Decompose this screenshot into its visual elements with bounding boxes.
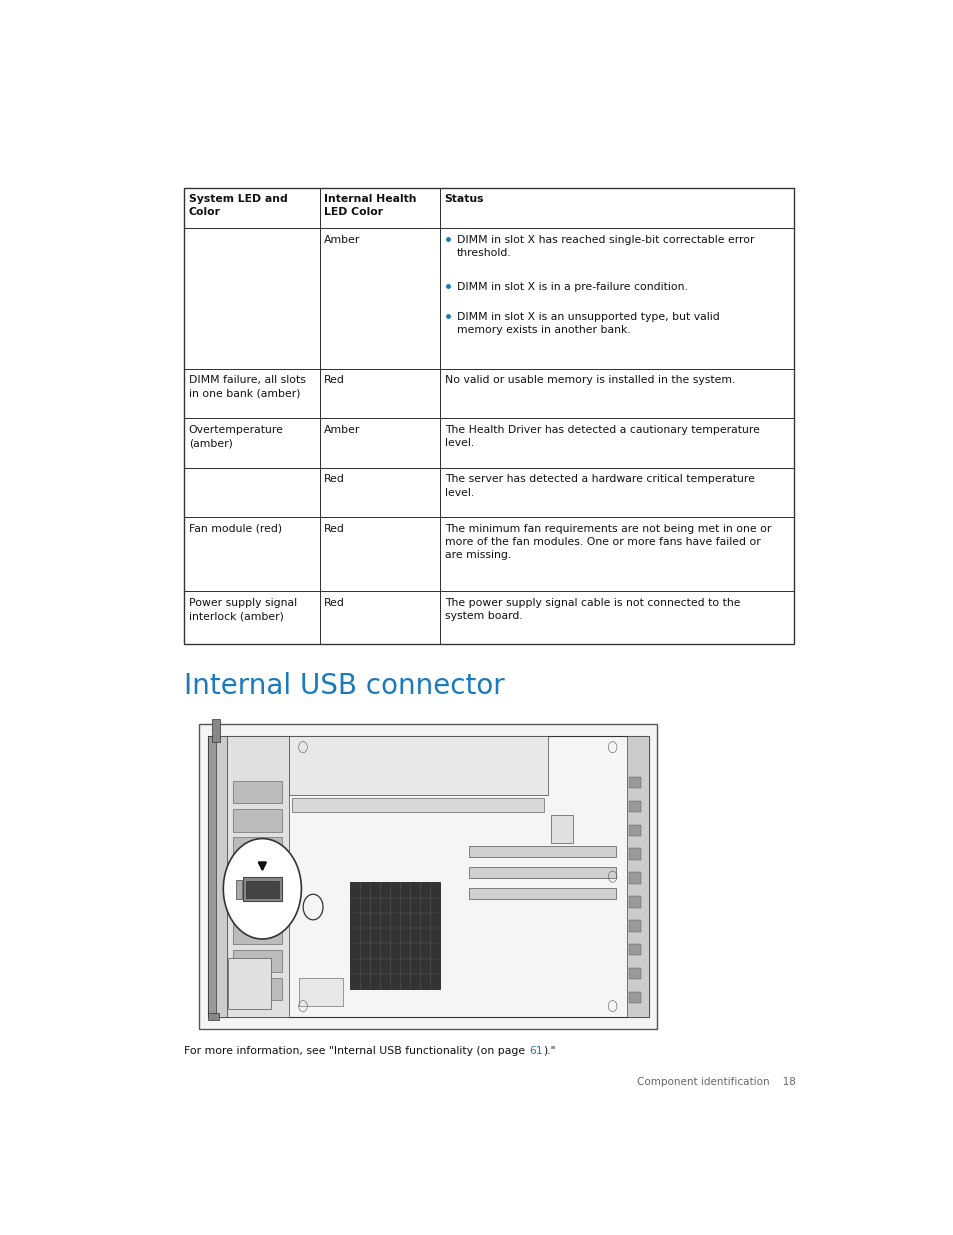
Bar — [184, 517, 319, 592]
Bar — [628, 992, 640, 1003]
Text: Component identification    18: Component identification 18 — [637, 1077, 795, 1087]
Bar — [319, 188, 439, 228]
Bar — [551, 815, 573, 842]
Text: Fan module (red): Fan module (red) — [189, 524, 281, 534]
Bar — [468, 888, 616, 899]
Bar — [319, 228, 439, 369]
Bar — [184, 188, 319, 228]
Text: DIMM in slot X is an unsupported type, but valid
memory exists in another bank.: DIMM in slot X is an unsupported type, b… — [456, 311, 720, 335]
Bar — [184, 592, 319, 643]
Bar — [184, 468, 319, 517]
Bar — [319, 419, 439, 468]
Bar — [439, 188, 793, 228]
Text: The server has detected a hardware critical temperature
level.: The server has detected a hardware criti… — [444, 474, 754, 498]
Bar — [319, 468, 439, 517]
Bar — [468, 867, 616, 878]
Text: DIMM in slot X has reached single-bit correctable error
threshold.: DIMM in slot X has reached single-bit co… — [456, 235, 754, 258]
Text: Amber: Amber — [324, 235, 360, 245]
Bar — [208, 736, 215, 1018]
Bar — [233, 809, 282, 831]
Bar — [468, 846, 616, 857]
Text: Overtemperature
(amber): Overtemperature (amber) — [189, 425, 283, 448]
Text: Internal Health
LED Color: Internal Health LED Color — [324, 194, 416, 217]
Bar — [439, 369, 793, 419]
Bar — [628, 825, 640, 836]
Text: Internal USB connector: Internal USB connector — [184, 672, 504, 700]
Bar — [319, 369, 439, 419]
Bar — [208, 1013, 219, 1020]
Text: DIMM failure, all slots
in one bank (amber): DIMM failure, all slots in one bank (amb… — [189, 375, 305, 399]
Bar — [233, 781, 282, 804]
Text: No valid or usable memory is installed in the system.: No valid or usable memory is installed i… — [444, 375, 734, 385]
Bar — [215, 736, 227, 1018]
Text: Red: Red — [324, 524, 345, 534]
Bar — [628, 800, 640, 811]
Bar — [628, 872, 640, 884]
Text: Red: Red — [324, 375, 345, 385]
Bar — [235, 879, 242, 899]
Bar — [184, 188, 793, 643]
Bar — [319, 592, 439, 643]
Circle shape — [223, 839, 301, 939]
Bar — [628, 897, 640, 908]
Bar — [233, 921, 282, 945]
Bar — [628, 777, 640, 788]
Bar — [233, 950, 282, 972]
Text: The minimum fan requirements are not being met in one or
more of the fan modules: The minimum fan requirements are not bei… — [444, 524, 770, 561]
Bar — [626, 736, 648, 1018]
Bar — [233, 837, 282, 860]
Bar — [289, 736, 547, 795]
Bar — [233, 866, 282, 888]
Bar — [439, 517, 793, 592]
Text: System LED and
Color: System LED and Color — [189, 194, 287, 217]
Bar — [243, 877, 281, 902]
Text: Red: Red — [324, 474, 345, 484]
Bar — [299, 978, 342, 1007]
Bar — [213, 719, 220, 741]
Bar — [319, 517, 439, 592]
Text: DIMM in slot X is in a pre-failure condition.: DIMM in slot X is in a pre-failure condi… — [456, 283, 687, 293]
Bar — [233, 978, 282, 1000]
Bar — [246, 881, 278, 898]
Bar — [439, 468, 793, 517]
Bar — [292, 798, 543, 811]
Bar — [439, 419, 793, 468]
Bar — [208, 736, 648, 1018]
Bar — [184, 419, 319, 468]
Text: Status: Status — [444, 194, 483, 204]
Bar — [184, 369, 319, 419]
Bar — [233, 893, 282, 916]
Text: Amber: Amber — [324, 425, 360, 435]
Bar — [227, 736, 289, 1018]
Bar — [184, 228, 319, 369]
Text: 61: 61 — [528, 1046, 542, 1056]
Text: Red: Red — [324, 598, 345, 608]
Bar — [439, 228, 793, 369]
Bar — [628, 848, 640, 860]
Bar — [628, 920, 640, 931]
Text: ).": )." — [542, 1046, 555, 1056]
Text: For more information, see "Internal USB functionality (on page: For more information, see "Internal USB … — [184, 1046, 528, 1056]
Text: Power supply signal
interlock (amber): Power supply signal interlock (amber) — [189, 598, 296, 621]
Text: The power supply signal cable is not connected to the
system board.: The power supply signal cable is not con… — [444, 598, 740, 621]
Bar — [628, 945, 640, 956]
Bar — [439, 592, 793, 643]
Bar — [228, 958, 271, 1009]
Bar — [199, 725, 657, 1029]
Bar — [628, 968, 640, 979]
Bar — [350, 882, 439, 989]
Text: The Health Driver has detected a cautionary temperature
level.: The Health Driver has detected a caution… — [444, 425, 759, 448]
